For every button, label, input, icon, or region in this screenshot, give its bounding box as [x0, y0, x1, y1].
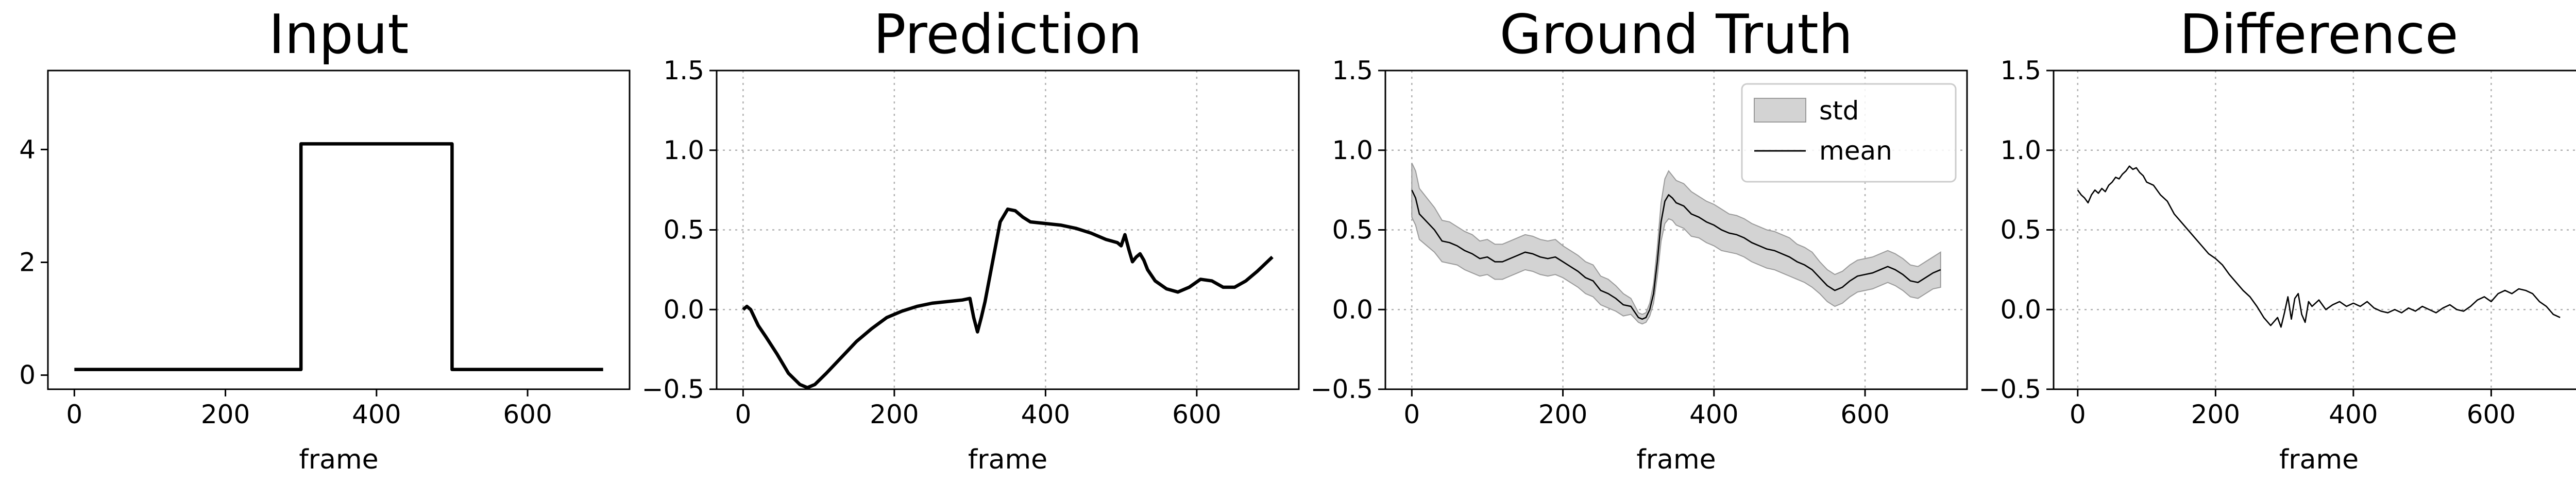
series-line-mean: [1411, 189, 1941, 320]
x-tick-label: 200: [201, 400, 250, 429]
y-tick-label: 4: [19, 134, 36, 164]
y-tick-label: 1.5: [2000, 56, 2041, 85]
legend-label-std: std: [1819, 96, 1859, 126]
y-tick-label: 0.5: [1332, 215, 1373, 245]
panel-difference: 0 200 400 600 −0.5 0.0 0.5 1.0 1.5 Difference fram…: [1979, 3, 2576, 475]
series-std-band: [1411, 163, 1941, 325]
x-tick-label: 600: [1172, 400, 1221, 429]
y-tick-label: 1.5: [663, 56, 704, 85]
x-tick-label: 0: [1403, 400, 1420, 429]
x-tick-label: 0: [735, 400, 751, 429]
y-tick-label: 0.0: [2000, 295, 2041, 324]
legend-swatch-std: [1754, 98, 1806, 123]
chart-title: Prediction: [873, 3, 1142, 66]
y-tick-label: 2: [19, 247, 36, 277]
x-tick-label: 0: [66, 400, 82, 429]
series-line: [74, 142, 603, 371]
y-tick-label: 0: [19, 360, 36, 390]
plot-area: [1411, 163, 1941, 325]
x-tick-label: 200: [1538, 400, 1587, 429]
panel-input: 0 200 400 600 0 2 4 Input frame: [19, 3, 631, 475]
y-tick-label: 0.0: [1332, 295, 1373, 324]
y-tick-label: 1.0: [663, 135, 704, 165]
chart-title: Difference: [2179, 3, 2458, 66]
chart-title: Input: [269, 3, 409, 66]
legend: std mean: [1741, 83, 1957, 183]
series-line: [2077, 165, 2561, 328]
y-tick-label: 0.5: [2000, 215, 2041, 245]
y-tick-label: −0.5: [1311, 374, 1373, 404]
y-tick-label: −0.5: [1979, 374, 2041, 404]
panel-prediction: 0 200 400 600 −0.5 0.0 0.5 1.0 1.5 Prediction fram…: [642, 3, 1300, 475]
y-tick-label: 1.0: [2000, 135, 2041, 165]
x-tick-label: 600: [1840, 400, 1889, 429]
plot-area: [74, 142, 603, 371]
x-tick-label: 400: [352, 400, 401, 429]
y-tick-label: 1.0: [1332, 135, 1373, 165]
x-tick-label: 200: [870, 400, 919, 429]
panel-ground-truth: 0 200 400 600 −0.5 0.0 0.5 1.0 1.5 Ground Truth fr…: [1311, 3, 1968, 475]
plot-area: [742, 207, 1274, 389]
x-axis-label: frame: [2279, 444, 2359, 475]
chart-title: Ground Truth: [1500, 3, 1853, 66]
x-tick-label: 400: [2329, 400, 2378, 429]
axes-frame: [47, 70, 631, 390]
x-tick-label: 200: [2191, 400, 2240, 429]
y-tick-label: 0.0: [663, 295, 704, 324]
x-tick-label: 400: [1689, 400, 1738, 429]
y-tick-label: 1.5: [1332, 56, 1373, 85]
y-tick-label: 0.5: [663, 215, 704, 245]
legend-label-mean: mean: [1819, 136, 1892, 166]
plot-area: [2077, 165, 2561, 328]
x-tick-label: 400: [1021, 400, 1070, 429]
x-tick-label: 600: [2467, 400, 2516, 429]
series-line: [742, 207, 1274, 389]
y-tick-label: −0.5: [642, 374, 704, 404]
x-tick-label: 600: [503, 400, 552, 429]
x-axis-label: frame: [299, 444, 378, 475]
x-tick-label: 0: [2070, 400, 2086, 429]
x-axis-label: frame: [968, 444, 1047, 475]
x-axis-label: frame: [1636, 444, 1716, 475]
